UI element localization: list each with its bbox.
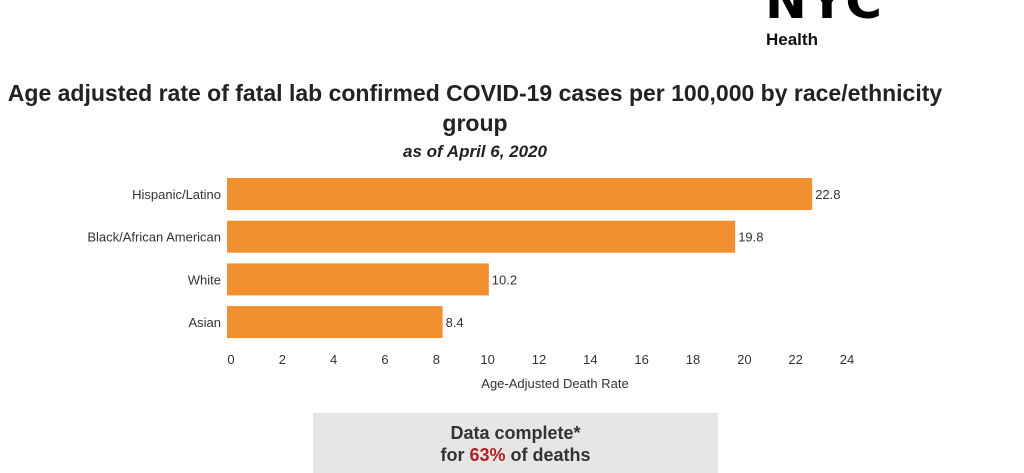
x-tick-label: 6 — [381, 352, 388, 367]
category-label: White — [188, 272, 221, 287]
note-text: for — [440, 445, 470, 465]
value-label: 8.4 — [446, 315, 464, 330]
logo-subtext: Health — [766, 30, 818, 49]
note-line1: Data complete* — [450, 423, 581, 443]
x-tick-label: 18 — [686, 352, 700, 367]
nyc-logo: NYC — [765, 0, 884, 26]
x-tick-label: 8 — [433, 352, 440, 367]
bar — [227, 178, 813, 210]
note-line2: for 63% of deaths — [313, 444, 718, 466]
bar — [227, 306, 443, 339]
x-tick-label: 4 — [330, 352, 337, 367]
note-percent: 63% — [469, 445, 506, 465]
bar — [227, 263, 489, 296]
x-tick-label: 22 — [788, 352, 802, 367]
category-label: Black/African American — [87, 230, 221, 245]
note-text: of deaths — [505, 445, 591, 465]
category-label: Hispanic/Latino — [132, 187, 221, 202]
value-label: 22.8 — [815, 187, 840, 202]
chart-subtitle: as of April 6, 2020 — [403, 142, 547, 161]
x-tick-label: 14 — [583, 352, 597, 367]
bar — [227, 220, 736, 253]
x-tick-label: 0 — [227, 352, 234, 367]
x-tick-label: 16 — [634, 352, 648, 367]
x-tick-label: 12 — [532, 352, 546, 367]
x-tick-label: 20 — [737, 352, 751, 367]
value-label: 10.2 — [492, 272, 517, 287]
category-label: Asian — [188, 315, 221, 330]
x-tick-label: 2 — [279, 352, 286, 367]
value-label: 19.8 — [738, 230, 763, 245]
x-axis-label: Age-Adjusted Death Rate — [481, 376, 628, 391]
chart-title: Age adjusted rate of fatal lab confirmed… — [7, 80, 943, 136]
x-tick-label: 24 — [840, 352, 854, 367]
x-tick-label: 10 — [480, 352, 494, 367]
data-completeness-note: Data complete* for 63% of deaths — [313, 413, 718, 473]
